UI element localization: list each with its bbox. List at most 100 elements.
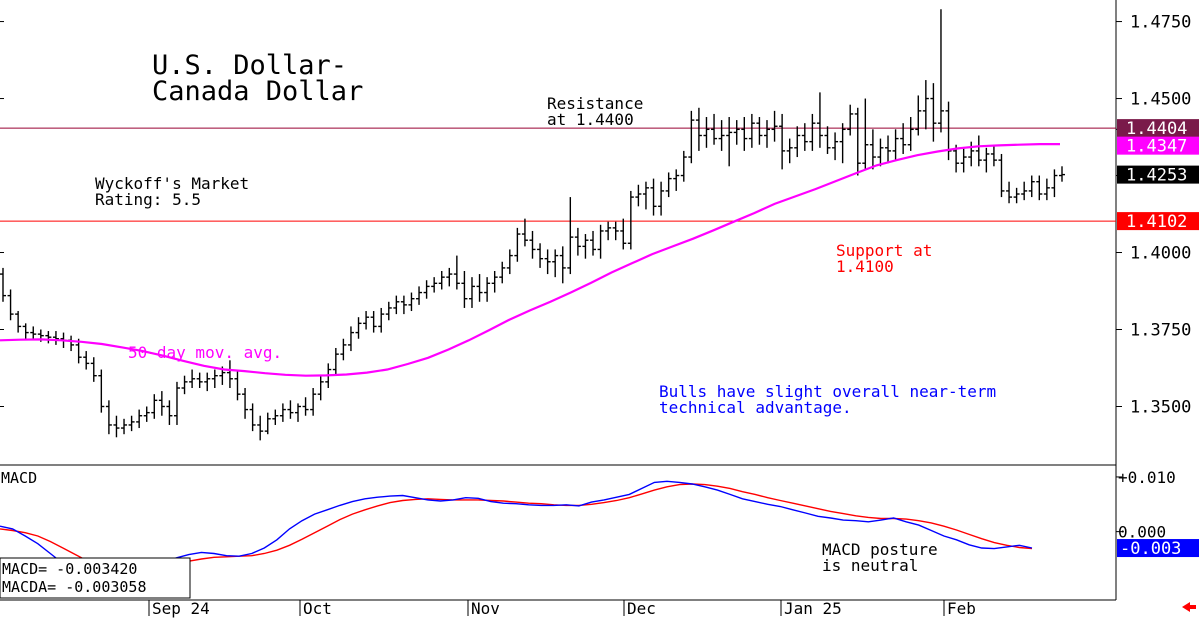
price-bar — [960, 147, 967, 173]
price-bar — [537, 243, 544, 268]
price-bar — [181, 375, 188, 395]
price-bar — [189, 369, 196, 389]
price-bar — [877, 138, 884, 167]
macd-readout-box — [0, 557, 191, 599]
moving-average-label: 50-day mov. avg. — [128, 343, 282, 362]
price-bar — [718, 120, 725, 151]
price-bar — [748, 113, 755, 148]
price-bar — [544, 249, 551, 275]
price-bar — [400, 295, 407, 315]
price-bar — [15, 311, 22, 333]
price-bar — [113, 415, 120, 438]
macd-value-badge: -0.003 — [1117, 539, 1199, 559]
price-bars — [0, 9, 1065, 441]
price-bar — [642, 181, 649, 210]
price-bar — [287, 400, 294, 419]
price-bar — [378, 307, 385, 333]
price-bar — [763, 120, 770, 148]
moving-average-value-badge: 1.4347 — [1117, 136, 1199, 157]
price-bar — [665, 172, 672, 198]
price-bar — [143, 406, 150, 422]
price-bar — [574, 227, 581, 256]
price-bar — [1013, 187, 1020, 204]
svg-text:1.4347: 1.4347 — [1126, 137, 1187, 157]
price-bar — [30, 326, 37, 339]
chart-title: U.S. Dollar-Canada Dollar — [152, 50, 363, 107]
macd-y-axis: +0.010 0.000 — [1116, 468, 1176, 542]
price-bar — [22, 323, 29, 339]
price-bar — [582, 234, 589, 259]
price-bar — [196, 372, 203, 389]
price-bar — [234, 369, 241, 401]
svg-text:1.4253: 1.4253 — [1126, 166, 1187, 186]
svg-text:1.4102: 1.4102 — [1126, 212, 1187, 232]
y-tick-label: 1.4000 — [1130, 244, 1191, 264]
price-bar — [7, 289, 14, 321]
price-bar — [552, 249, 559, 278]
price-bar — [302, 397, 309, 416]
price-bar — [461, 270, 468, 308]
price-bar — [438, 270, 445, 290]
moving-average-layer — [0, 143, 1060, 377]
market-rating-annotation: Wyckoff's Market Rating: 5.5 — [95, 174, 249, 209]
svg-text:1.4404: 1.4404 — [1126, 119, 1187, 139]
macda-readout-value: MACDA= -0.003058 — [2, 578, 147, 596]
price-bar — [340, 338, 347, 361]
price-bar — [983, 147, 990, 173]
price-bar — [529, 230, 536, 259]
x-tick-label: Nov — [471, 599, 500, 618]
price-bar — [620, 218, 627, 250]
last-price-badge: 1.4253 — [1117, 165, 1199, 186]
price-bar — [484, 277, 491, 302]
price-bar — [128, 415, 135, 432]
macd-tick-label: 0.000 — [1118, 523, 1166, 542]
back-arrow-icon[interactable] — [1182, 602, 1196, 612]
price-bar — [75, 338, 82, 364]
price-bar — [514, 227, 521, 262]
price-bar — [695, 107, 702, 151]
price-bar — [809, 113, 816, 151]
price-bar — [453, 255, 460, 290]
price-bar — [468, 277, 475, 308]
outlook-annotation: Bulls have slight overall near-term techn… — [659, 382, 996, 417]
price-bar — [416, 286, 423, 305]
price-bar — [627, 190, 634, 250]
price-bar — [650, 178, 657, 216]
moving-average-line — [0, 143, 1060, 377]
price-bar — [499, 261, 506, 284]
y-tick-label: 1.4500 — [1130, 90, 1191, 110]
price-bar — [370, 311, 377, 333]
price-bar — [998, 153, 1005, 198]
price-bar — [756, 117, 763, 145]
price-bar — [839, 123, 846, 164]
y-tick-label: 1.4750 — [1130, 13, 1191, 33]
price-bar — [937, 9, 944, 133]
price-bar — [854, 107, 861, 176]
price-bar — [385, 301, 392, 321]
price-bar — [907, 117, 914, 151]
x-tick-label: Feb — [947, 599, 976, 618]
macd-tick-label: +0.010 — [1118, 468, 1176, 487]
macd-readout-value: MACD= -0.003420 — [2, 560, 137, 578]
price-bar — [824, 126, 831, 154]
price-bar — [930, 83, 937, 142]
price-bar — [726, 117, 733, 167]
reference-lines — [0, 127, 1116, 222]
price-bar — [680, 150, 687, 182]
price-bar — [779, 113, 786, 170]
price-bar — [597, 224, 604, 259]
price-bar — [1028, 175, 1035, 198]
price-bar — [121, 418, 128, 435]
price-bar — [204, 372, 211, 392]
price-bar — [279, 403, 286, 422]
price-bar — [506, 249, 513, 275]
price-bar — [567, 197, 574, 275]
price-bar — [832, 132, 839, 161]
price-bar — [1043, 178, 1050, 201]
price-bar — [0, 267, 6, 302]
support-annotation: Support at 1.4100 — [836, 241, 932, 276]
price-bar — [347, 326, 354, 352]
price-bar — [52, 331, 59, 345]
